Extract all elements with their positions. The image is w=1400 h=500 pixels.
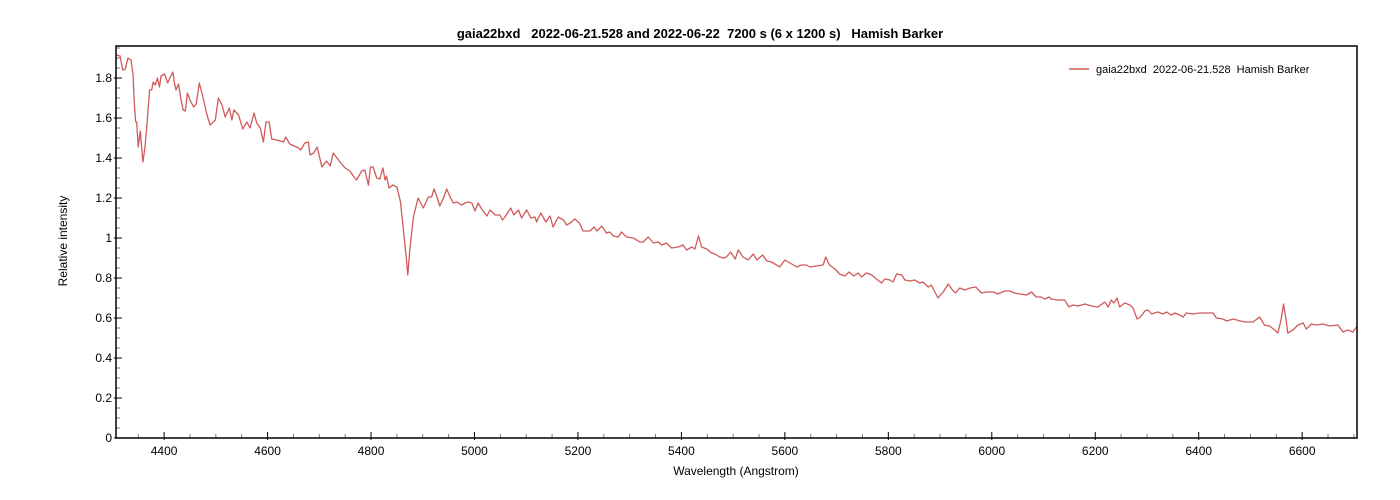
plot-frame	[115, 45, 1358, 439]
x-tick-label: 6600	[1289, 444, 1316, 458]
x-tick-label: 5200	[565, 444, 592, 458]
x-axis-label: Wavelength (Angstrom)	[673, 464, 799, 478]
y-tick-label: 1.6	[95, 111, 112, 125]
x-tick-label: 6200	[1082, 444, 1109, 458]
x-tick-label: 6000	[978, 444, 1005, 458]
y-tick-label: 0.2	[95, 391, 112, 405]
y-tick-label: 1.8	[95, 71, 112, 85]
y-tick-label: 0.6	[95, 311, 112, 325]
x-tick-label: 5800	[875, 444, 902, 458]
x-tick-label: 4800	[358, 444, 385, 458]
y-tick-label: 1	[105, 231, 112, 245]
legend: gaia22bxd 2022-06-21.528 Hamish Barker	[1069, 64, 1310, 76]
y-tick-label: 0	[105, 431, 112, 445]
y-axis-label: Relative intensity	[56, 196, 70, 287]
plot-area: 4400 4600 4800 5000 5200 5400 5600 5800 6000 6200…	[95, 45, 1358, 458]
chart-title: gaia22bxd 2022-06-21.528 and 2022-06-22 …	[457, 26, 943, 41]
x-tick-label: 4600	[254, 444, 281, 458]
x-tick-label: 5600	[772, 444, 799, 458]
y-tick-label: 1.2	[95, 191, 112, 205]
x-tick-label: 6400	[1185, 444, 1212, 458]
y-tick-label: 0.8	[95, 271, 112, 285]
series-line	[115, 54, 1358, 334]
x-tick-label: 5400	[668, 444, 695, 458]
x-tick-label: 4400	[151, 444, 178, 458]
x-tick-label: 5000	[461, 444, 488, 458]
y-tick-label: 1.4	[95, 151, 112, 165]
legend-label: gaia22bxd 2022-06-21.528 Hamish Barker	[1096, 64, 1310, 76]
y-tick-label: 0.4	[95, 351, 112, 365]
